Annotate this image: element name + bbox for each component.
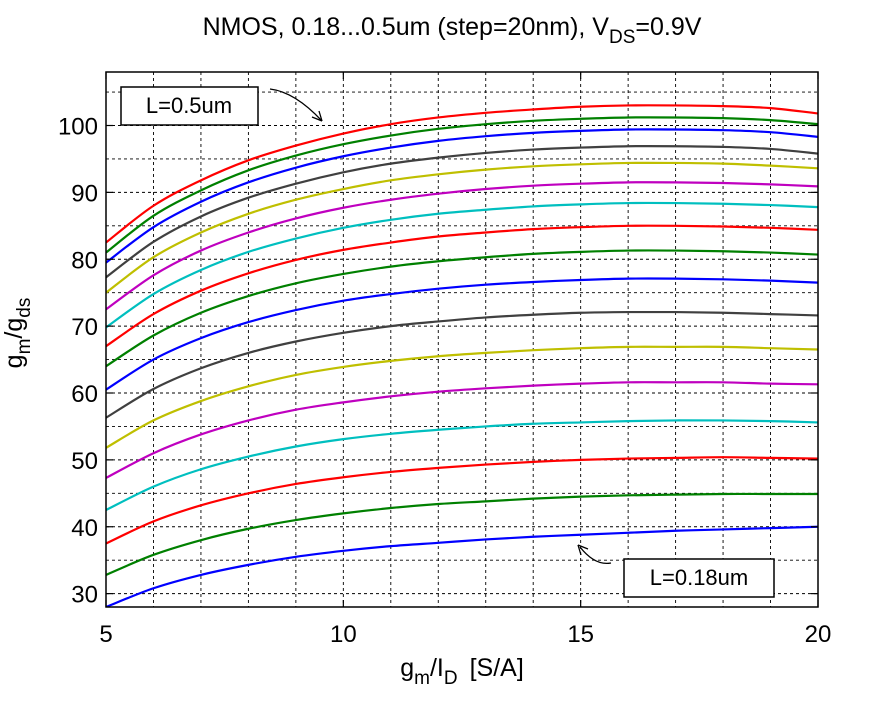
arrowhead-short	[577, 544, 589, 556]
annotation-short-channel: L=0.18um	[577, 544, 775, 598]
y-axis-label: gm/gds	[0, 298, 35, 369]
annotation-box-short	[623, 558, 775, 598]
series-line-15	[106, 456, 818, 545]
series-line-9	[106, 249, 818, 368]
annotation-box-long	[120, 86, 259, 126]
annotation-label-long: L=0.5um	[146, 93, 232, 118]
series-line-6	[106, 181, 818, 311]
y-tick-label: 80	[71, 247, 98, 274]
x-tick-label: 20	[805, 621, 832, 648]
annotation-arrow-long	[269, 88, 323, 122]
y-tick-label: 60	[71, 381, 98, 408]
series-line-12	[106, 345, 818, 449]
series-line-3	[106, 128, 818, 264]
series-line-4	[106, 145, 818, 279]
series-line-7	[106, 201, 818, 329]
series-line-10	[106, 277, 818, 391]
series-line-11	[106, 310, 818, 419]
plot-frame	[105, 71, 819, 608]
annotation-long-channel: L=0.5um	[120, 86, 323, 126]
annotation-arrow-short	[579, 546, 612, 565]
series-group	[106, 104, 818, 607]
x-tick-label: 15	[567, 621, 594, 648]
y-tick-label: 50	[71, 448, 98, 475]
series-line-1	[106, 104, 818, 244]
chart-title: NMOS, 0.18...0.5um (step=20nm), VDS=0.9V	[203, 13, 702, 48]
y-tick-label: 90	[71, 180, 98, 207]
y-tick-label: 40	[71, 515, 98, 542]
series-line-5	[106, 161, 818, 294]
axis-ticks: 5 10 15 20 30 40 50 60 70 80 90 100	[58, 72, 831, 648]
arrowhead-long	[311, 110, 323, 122]
series-line-16	[106, 492, 818, 576]
annotation-label-short: L=0.18um	[650, 565, 748, 590]
y-tick-label: 100	[58, 114, 98, 141]
series-line-17	[106, 525, 818, 607]
series-line-8	[106, 224, 818, 348]
x-axis-label: gm/ID [S/A]	[400, 654, 524, 689]
series-line-13	[106, 381, 818, 479]
x-tick-label: 10	[330, 621, 357, 648]
y-tick-label: 30	[71, 582, 98, 609]
series-line-2	[106, 116, 818, 254]
x-tick-label: 5	[99, 621, 112, 648]
series-line-14	[106, 419, 818, 512]
plot-area	[106, 72, 818, 607]
y-tick-label: 70	[71, 314, 98, 341]
